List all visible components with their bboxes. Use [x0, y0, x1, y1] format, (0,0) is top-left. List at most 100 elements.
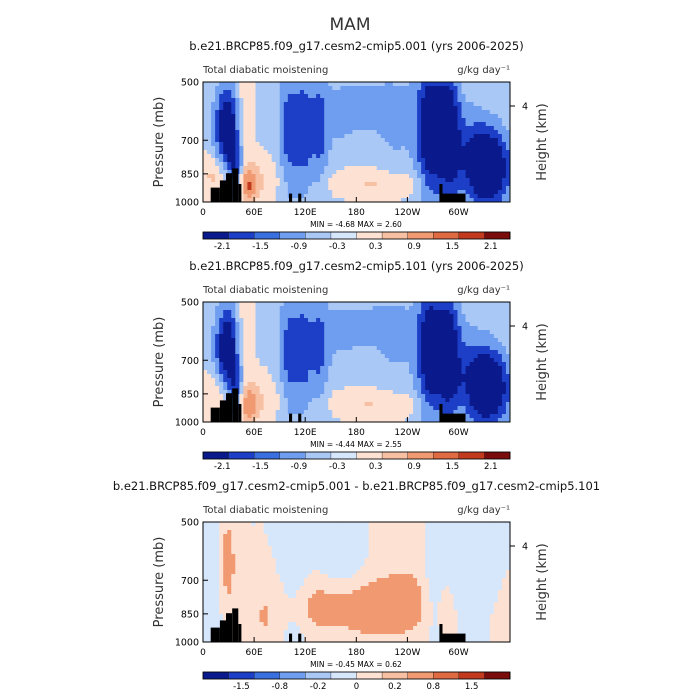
heatmap-cell: [457, 358, 463, 363]
heatmap-cell: [413, 106, 418, 111]
heatmap-cell: [211, 130, 216, 135]
heatmap-cell: [392, 130, 398, 135]
heatmap-cell: [324, 182, 329, 187]
heatmap-cell: [279, 162, 285, 167]
heatmap-cell: [207, 194, 212, 199]
heatmap-cell: [404, 166, 410, 171]
heatmap-cell: [271, 338, 277, 343]
heatmap-cell: [299, 418, 305, 422]
heatmap-cell: [207, 310, 212, 315]
heatmap-cell: [388, 306, 394, 311]
heatmap-cell: [312, 390, 317, 395]
heatmap-cell: [388, 398, 394, 403]
heatmap-cell: [263, 390, 269, 395]
heatmap-cell: [368, 146, 374, 151]
heatmap-cell: [380, 146, 386, 151]
heatmap-cell: [303, 110, 309, 115]
heatmap-cell: [425, 182, 430, 187]
heatmap-cell: [477, 146, 483, 151]
heatmap-cell: [477, 330, 483, 335]
heatmap-cell: [227, 110, 232, 115]
heatmap-cell: [441, 118, 446, 123]
panel-left-label: Total diabatic moistening: [202, 505, 328, 516]
terrain-block: [226, 393, 233, 423]
heatmap-cell: [384, 110, 390, 115]
heatmap-cell: [465, 190, 471, 195]
heatmap-cell: [356, 90, 362, 95]
heatmap-cell: [295, 394, 301, 399]
heatmap-cell: [441, 354, 446, 359]
heatmap-cell: [247, 326, 252, 331]
heatmap-cell: [328, 318, 333, 323]
heatmap-cell: [368, 138, 374, 143]
heatmap-cell: [376, 110, 382, 115]
heatmap-cell: [251, 130, 257, 135]
heatmap-cell: [413, 126, 418, 131]
heatmap-cell: [207, 350, 212, 355]
heatmap-cell: [312, 94, 317, 99]
heatmap-cell: [348, 382, 353, 387]
heatmap-cell: [380, 106, 386, 111]
heatmap-cell: [243, 190, 248, 195]
colorbar-box: [458, 231, 485, 240]
heatmap-cell: [324, 354, 329, 359]
heatmap-cell: [388, 394, 394, 399]
heatmap-cell: [299, 110, 305, 115]
heatmap-cell: [227, 142, 232, 147]
heatmap-cell: [388, 182, 394, 187]
heatmap-cell: [243, 114, 248, 119]
heatmap-cell: [485, 106, 491, 111]
heatmap-cell: [485, 342, 491, 347]
heatmap-cell: [352, 374, 357, 379]
heatmap-cell: [275, 402, 281, 407]
heatmap-cell: [400, 122, 406, 127]
heatmap-cell: [505, 194, 510, 199]
heatmap-cell: [429, 418, 434, 422]
heatmap-cell: [437, 318, 442, 323]
heatmap-cell: [207, 374, 212, 379]
heatmap-cell: [453, 154, 458, 159]
heatmap-cell: [388, 198, 394, 202]
heatmap-cell: [247, 394, 252, 399]
heatmap-cell: [396, 350, 402, 355]
heatmap-cell: [283, 414, 289, 419]
heatmap-cell: [477, 106, 483, 111]
heatmap-cell: [368, 174, 374, 179]
heatmap-cell: [308, 126, 313, 131]
heatmap-cell: [308, 390, 313, 395]
heatmap-cell: [457, 390, 463, 395]
heatmap-cell: [465, 386, 471, 391]
heatmap-cell: [469, 170, 475, 175]
heatmap-cell: [267, 350, 273, 355]
heatmap-cell: [457, 118, 463, 123]
heatmap-cell: [453, 94, 458, 99]
heatmap-cell: [388, 534, 394, 539]
heatmap-cell: [255, 190, 261, 195]
heatmap-cell: [308, 86, 313, 91]
heatmap-cell: [360, 126, 366, 131]
heatmap-cell: [279, 82, 285, 87]
heatmap-cell: [360, 174, 366, 179]
heatmap-cell: [376, 394, 382, 399]
heatmap-cell: [219, 530, 224, 535]
heatmap-cell: [344, 190, 349, 195]
heatmap-cell: [489, 154, 495, 159]
heatmap-cell: [421, 106, 426, 111]
heatmap-cell: [429, 154, 434, 159]
heatmap-cell: [501, 122, 507, 127]
heatmap-cell: [380, 394, 386, 399]
heatmap-cell: [481, 110, 487, 115]
heatmap-cell: [441, 338, 446, 343]
heatmap-cell: [457, 322, 463, 327]
heatmap-cell: [404, 522, 410, 527]
heatmap-cell: [303, 338, 309, 343]
heatmap-cell: [267, 182, 273, 187]
heatmap-cell: [497, 186, 503, 191]
heatmap-cell: [469, 338, 475, 343]
heatmap-cell: [372, 170, 378, 175]
heatmap-cell: [501, 366, 507, 371]
heatmap-cell: [392, 346, 398, 351]
heatmap-cell: [324, 146, 329, 151]
heatmap-cell: [328, 370, 333, 375]
heatmap-cell: [437, 310, 442, 315]
